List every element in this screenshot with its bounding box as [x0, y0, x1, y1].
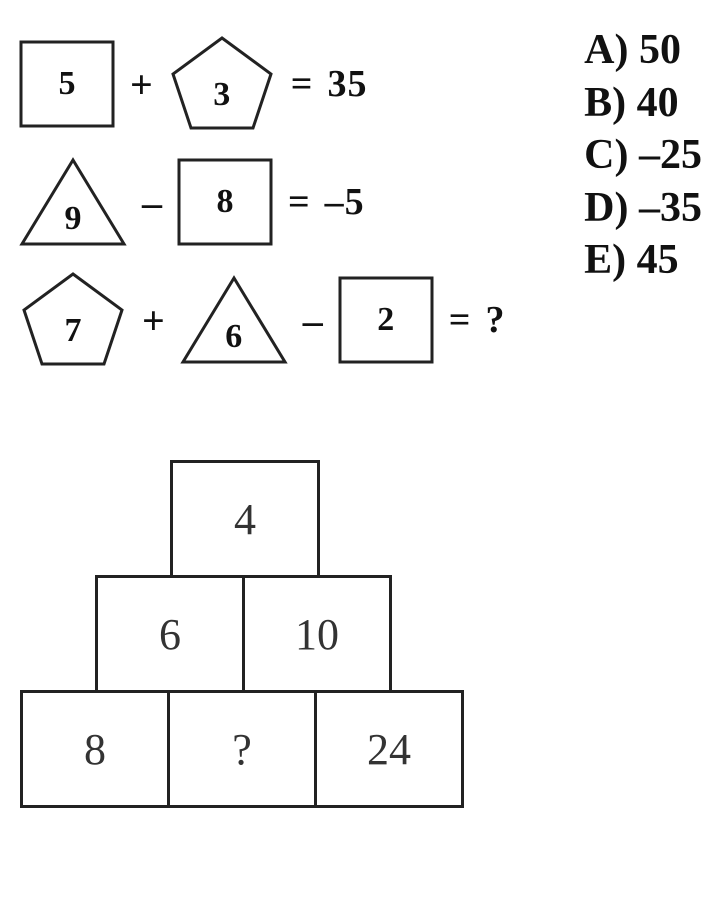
- cell-value: ?: [232, 724, 252, 775]
- pyramid-cell: 10: [242, 575, 392, 693]
- plus-op: +: [142, 297, 165, 344]
- pyramid-cell: 24: [314, 690, 464, 808]
- cell-value: 4: [234, 494, 256, 545]
- result: ?: [485, 298, 505, 342]
- choice-a: A) 50: [584, 24, 702, 77]
- square-shape: 5: [18, 39, 116, 129]
- triangle-shape: 6: [179, 274, 289, 366]
- shape-value: 6: [225, 318, 242, 356]
- pyramid-cell: 8: [20, 690, 170, 808]
- answer-choices: A) 50 B) 40 C) –25 D) –35 E) 45: [584, 24, 702, 287]
- square-shape: 2: [337, 275, 435, 365]
- cell-value: 8: [84, 724, 106, 775]
- choice-d: D) –35: [584, 182, 702, 235]
- equals: =: [288, 180, 311, 224]
- shape-value: 9: [65, 200, 82, 238]
- result: –5: [325, 180, 365, 224]
- shape-value: 7: [65, 312, 82, 350]
- pyramid-cell: 6: [95, 575, 245, 693]
- equals: =: [291, 62, 314, 106]
- equals: =: [449, 298, 472, 342]
- triangle-shape: 9: [18, 156, 128, 248]
- shape-value: 5: [59, 65, 76, 103]
- square-shape: 8: [176, 157, 274, 247]
- minus-op: –: [142, 179, 162, 226]
- pyramid-puzzle: 4 6 10 8 ? 24: [20, 460, 500, 830]
- pyramid-cell: 4: [170, 460, 320, 578]
- choice-e: E) 45: [584, 234, 702, 287]
- plus-op: +: [130, 61, 153, 108]
- choice-b: B) 40: [584, 77, 702, 130]
- pentagon-shape: 3: [167, 34, 277, 134]
- pentagon-shape: 7: [18, 270, 128, 370]
- cell-value: 10: [295, 609, 339, 660]
- choice-c: C) –25: [584, 129, 702, 182]
- result: 35: [327, 62, 367, 106]
- cell-value: 24: [367, 724, 411, 775]
- minus-op: –: [303, 297, 323, 344]
- shape-value: 8: [217, 183, 234, 221]
- shape-value: 3: [213, 76, 230, 114]
- cell-value: 6: [159, 609, 181, 660]
- pyramid-cell: ?: [167, 690, 317, 808]
- shape-value: 2: [377, 301, 394, 339]
